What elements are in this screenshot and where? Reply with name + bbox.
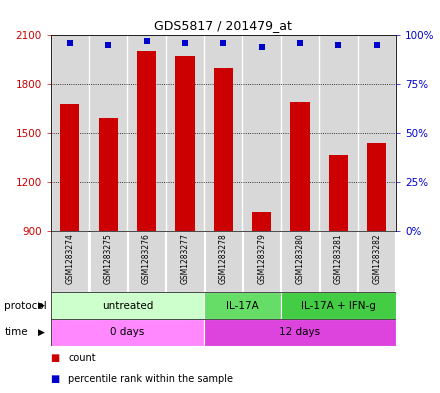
Text: count: count (68, 353, 96, 363)
Text: protocol: protocol (4, 301, 47, 311)
Bar (281, 292, 396, 319)
Bar (175, 56, 194, 231)
Text: 0 days: 0 days (110, 327, 145, 338)
Bar (319, 35, 358, 231)
Text: GSM1283274: GSM1283274 (65, 233, 74, 284)
Text: GSM1283278: GSM1283278 (219, 233, 228, 284)
Text: GSM1283277: GSM1283277 (180, 233, 190, 284)
Bar (367, 143, 386, 231)
Bar (128, 231, 165, 292)
Bar (243, 231, 280, 292)
Bar (214, 68, 233, 231)
Bar (90, 231, 127, 292)
Bar (204, 35, 242, 231)
Bar (320, 231, 357, 292)
Title: GDS5817 / 201479_at: GDS5817 / 201479_at (154, 19, 292, 32)
Bar (51, 231, 88, 292)
Bar (204, 292, 281, 319)
Bar (51, 319, 204, 346)
Text: untreated: untreated (102, 301, 153, 311)
Text: ▶: ▶ (38, 328, 45, 337)
Bar (51, 35, 89, 231)
Text: GSM1283275: GSM1283275 (104, 233, 113, 284)
Text: GSM1283282: GSM1283282 (372, 233, 381, 284)
Bar (127, 35, 166, 231)
Bar (166, 35, 204, 231)
Bar (99, 118, 118, 231)
Bar (204, 319, 396, 346)
Bar (329, 154, 348, 231)
Bar (281, 35, 319, 231)
Bar (89, 35, 127, 231)
Text: time: time (4, 327, 28, 338)
Bar (290, 102, 310, 231)
Text: GSM1283279: GSM1283279 (257, 233, 266, 284)
Bar (252, 212, 271, 231)
Text: 12 days: 12 days (279, 327, 321, 338)
Text: GSM1283276: GSM1283276 (142, 233, 151, 284)
Bar (166, 231, 204, 292)
Text: GSM1283280: GSM1283280 (296, 233, 304, 284)
Text: IL-17A: IL-17A (226, 301, 259, 311)
Bar (358, 231, 396, 292)
Bar (358, 35, 396, 231)
Bar (242, 35, 281, 231)
Text: ■: ■ (51, 353, 60, 363)
Text: GSM1283281: GSM1283281 (334, 233, 343, 284)
Text: ■: ■ (51, 374, 60, 384)
Bar (137, 51, 156, 231)
Bar (205, 231, 242, 292)
Bar (60, 104, 79, 231)
Bar (51, 292, 204, 319)
Bar (282, 231, 319, 292)
Text: IL-17A + IFN-g: IL-17A + IFN-g (301, 301, 376, 311)
Text: percentile rank within the sample: percentile rank within the sample (68, 374, 233, 384)
Text: ▶: ▶ (38, 301, 45, 310)
